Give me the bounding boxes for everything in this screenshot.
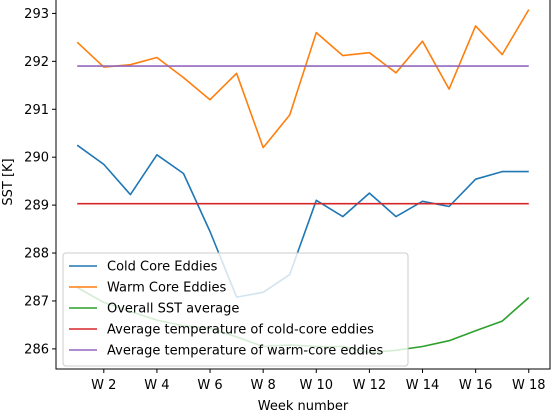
x-axis-label: Week number bbox=[258, 399, 349, 412]
legend-box bbox=[62, 252, 409, 367]
x-tick-label: W 14 bbox=[406, 378, 440, 393]
legend-entry-label: Average temperature of cold-core eddies bbox=[107, 323, 374, 338]
x-tick-label: W 2 bbox=[91, 378, 116, 393]
y-tick-label: 292 bbox=[24, 55, 49, 70]
y-tick-label: 291 bbox=[24, 103, 49, 118]
legend-entry-label: Cold Core Eddies bbox=[107, 260, 218, 275]
x-tick-label: W 16 bbox=[459, 378, 493, 393]
y-tick-label: 288 bbox=[24, 247, 49, 262]
y-tick-label: 286 bbox=[24, 342, 49, 357]
x-tick-label: W 6 bbox=[197, 378, 222, 393]
legend: Cold Core Eddies Warm Core Eddies Overall … bbox=[62, 252, 409, 367]
y-tick-label: 293 bbox=[24, 7, 49, 22]
x-tick-label: W 18 bbox=[512, 378, 546, 393]
y-tick-label: 289 bbox=[24, 199, 49, 214]
y-axis-ticks: 286 287 288 289 290 291 292 293 bbox=[24, 7, 56, 357]
x-tick-label: W 12 bbox=[353, 378, 387, 393]
series-line-1 bbox=[76, 144, 529, 298]
legend-entry-label: Warm Core Eddies bbox=[107, 281, 226, 296]
x-tick-label: W 10 bbox=[300, 378, 334, 393]
x-tick-label: W 4 bbox=[144, 378, 169, 393]
x-tick-label: W 8 bbox=[251, 378, 276, 393]
series-line-2 bbox=[76, 9, 530, 149]
y-tick-label: 290 bbox=[24, 151, 49, 166]
x-axis-ticks: W 2 W 4 W 6 W 8 W 10 W 12 W 14 W 16 W 18 bbox=[91, 369, 546, 393]
plot-frame bbox=[55, 0, 551, 370]
y-tick-label: 287 bbox=[24, 294, 49, 309]
legend-entry-label: Average temperature of warm-core eddies bbox=[107, 344, 383, 359]
y-axis-label: SST [K] bbox=[1, 158, 16, 205]
legend-entry-label: Overall SST average bbox=[107, 302, 239, 317]
